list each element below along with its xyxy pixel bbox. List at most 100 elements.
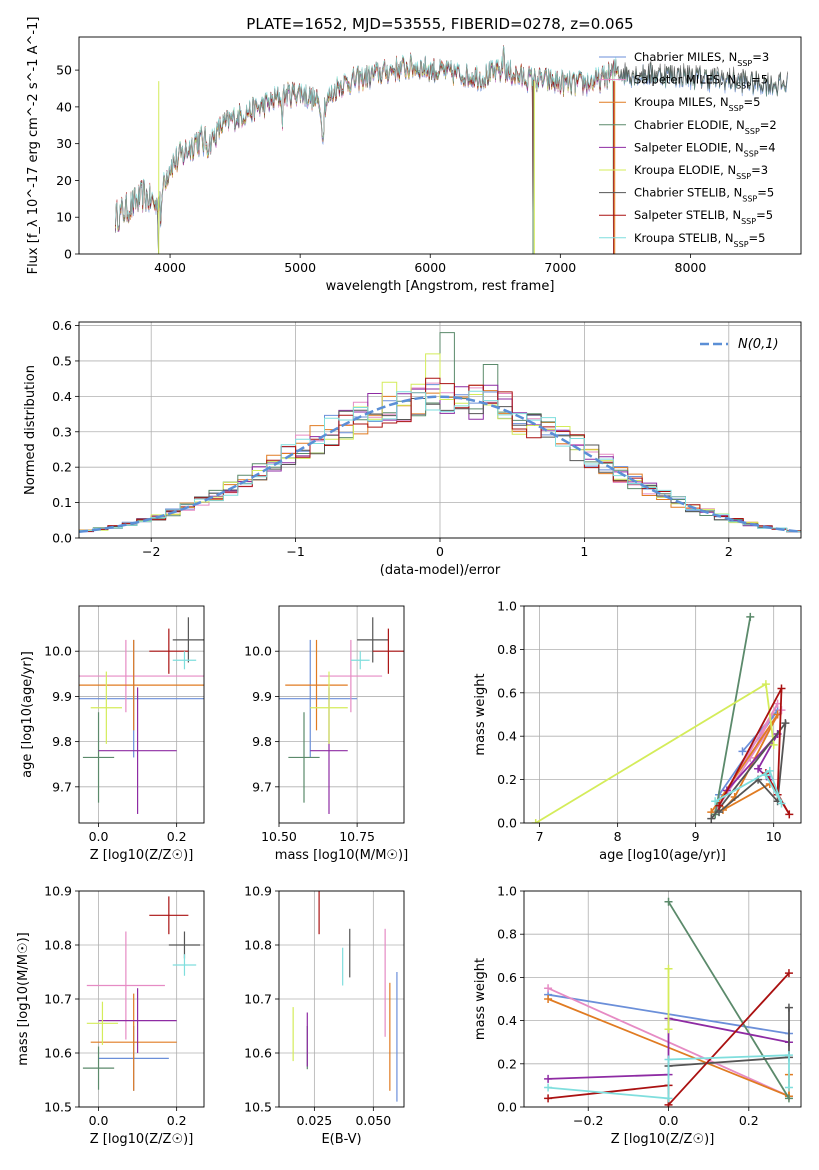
- x-tick-label: −2: [142, 544, 160, 559]
- y-tick-label: 0: [64, 247, 72, 262]
- y-tick-label: 0.0: [52, 531, 72, 546]
- y-tick-label: 0.6: [497, 970, 517, 985]
- y-tick-label: 10.9: [244, 884, 272, 899]
- errorbar-chabrier-elodie: [288, 712, 320, 803]
- x-tick-label: 1: [580, 544, 588, 559]
- y-tick-label: 0.5: [52, 353, 72, 368]
- y-tick-label: 0.0: [497, 816, 517, 831]
- panel-mass_vs_Z: 0.0 0.2 10.5 10.6 10.7 10.8 10.9 Z [log10(Z/Z☉)…: [16, 884, 205, 1147]
- x-tick-label: 0.0: [659, 1113, 679, 1128]
- y-tick-label: 10.7: [44, 992, 72, 1007]
- x-tick-label: −1: [286, 544, 304, 559]
- errorbar-kroupa-elodie: [86, 1001, 119, 1045]
- x-axis-label: wavelength [Angstrom, rest frame]: [326, 279, 555, 294]
- weight-line-chabrier-elodie: [667, 901, 790, 1099]
- axes-frame: [78, 890, 205, 1108]
- x-tick-label: 6000: [414, 260, 446, 275]
- legend-entry: Chabrier MILES, NSSP=3: [634, 50, 769, 68]
- x-tick-label: 10: [766, 829, 782, 844]
- axes-frame: [523, 605, 802, 824]
- panel-age_vs_mass: 10.50 10.75 9.7 9.8 9.9 10.0 mass [log10(M/M☉)…: [244, 605, 408, 863]
- y-tick-label: 10: [56, 210, 72, 225]
- x-axis-label: (data-model)/error: [380, 563, 501, 578]
- legend-entry: Kroupa ELODIE, NSSP=3: [634, 163, 768, 181]
- weight-marker: [784, 1083, 793, 1092]
- errorbar-kroupa-elodie: [90, 671, 122, 744]
- panel-age_vs_Z: 0.0 0.2 9.7 9.8 9.9 10.0 Z [log10(Z/Z☉)] age [l…: [20, 605, 205, 863]
- y-tick-label: 9.8: [52, 734, 72, 749]
- y-tick-label: 50: [56, 63, 72, 78]
- y-tick-label: 10.8: [44, 938, 72, 953]
- errorbar-kroupa-stelib: [172, 651, 197, 670]
- weight-marker: [785, 810, 794, 819]
- y-tick-label: 9.9: [252, 689, 272, 704]
- errorbar-salpeter-miles: [86, 931, 165, 1040]
- y-axis-label: Flux [f_λ 10^-17 erg cm^-2 s^-1 A^-1]: [26, 17, 41, 275]
- y-tick-label: 9.9: [52, 689, 72, 704]
- weight-marker: [777, 684, 786, 693]
- y-tick-label: 10.5: [244, 1100, 272, 1115]
- weight-marker: [544, 1074, 553, 1083]
- weight-line-kroupa-stelib: [714, 769, 783, 804]
- y-tick-label: 0.0: [497, 1100, 517, 1115]
- y-tick-label: 40: [56, 99, 72, 114]
- weight-line-salpeter-elodie: [548, 1017, 790, 1080]
- legend-entry: Salpeter ELODIE, NSSP=4: [634, 140, 776, 158]
- errorbar-chabrier-elodie: [82, 712, 115, 803]
- errorbar-chabrier-elodie: [82, 1046, 115, 1090]
- y-tick-label: 10.8: [244, 938, 272, 953]
- weight-marker: [531, 819, 540, 823]
- x-tick-label: 0.2: [167, 1113, 187, 1128]
- x-tick-label: 8: [614, 829, 622, 844]
- plot-area: [531, 612, 794, 823]
- y-tick-label: 9.8: [252, 734, 272, 749]
- errorbar-salpeter-miles: [79, 639, 204, 713]
- weight-marker: [664, 964, 673, 973]
- x-axis-label: Z [log10(Z/Z☉)]: [90, 1132, 194, 1147]
- weight-marker: [711, 797, 720, 806]
- y-tick-label: 1.0: [497, 884, 517, 899]
- errorbar-chabrier-miles: [279, 639, 358, 758]
- axes-frame: [278, 890, 405, 1108]
- weight-marker: [781, 719, 790, 728]
- weight-marker: [746, 612, 755, 621]
- axes-frame: [78, 321, 802, 539]
- x-axis-label: Z [log10(Z/Z☉)]: [90, 848, 194, 863]
- weight-marker: [738, 747, 747, 756]
- errorbar-kroupa-stelib: [350, 651, 370, 670]
- y-tick-label: 0.2: [497, 1056, 517, 1071]
- y-axis-label: mass weight: [473, 673, 488, 755]
- y-tick-label: 0.8: [497, 927, 517, 942]
- errorbar-salpeter-miles: [319, 639, 383, 713]
- y-tick-label: 0.1: [52, 495, 72, 510]
- y-axis-label: mass [log10(M/M☉)]: [16, 932, 31, 1065]
- errorbar-chabrier-stelib: [172, 617, 204, 663]
- y-tick-label: 10.9: [44, 884, 72, 899]
- errorbar-salpeter-stelib: [372, 628, 404, 674]
- x-tick-label: 2: [725, 544, 733, 559]
- errorbar-chabrier-stelib: [168, 931, 201, 959]
- x-axis-label: age [log10(age/yr)]: [599, 848, 726, 863]
- weight-marker: [777, 799, 786, 808]
- errorbar-salpeter-stelib: [149, 628, 189, 674]
- x-tick-label: −0.2: [573, 1113, 603, 1128]
- x-tick-label: 0.0: [89, 1113, 109, 1128]
- panel-spectrum: 4000 5000 6000 7000 8000 0 10 20 30 40 50 wavelengt…: [26, 17, 802, 294]
- x-tick-label: 0.2: [739, 1113, 759, 1128]
- panel-weight_vs_age: 7 8 9 10 0.0 0.2 0.4 0.6 0.8 1.0 age [log10(age/yr…: [473, 599, 802, 863]
- y-axis-label: age [log10(age/yr)]: [20, 651, 35, 778]
- x-tick-label: 7000: [544, 260, 576, 275]
- weight-marker: [761, 771, 770, 780]
- x-tick-label: 8000: [675, 260, 707, 275]
- y-tick-label: 10.0: [244, 644, 272, 659]
- x-axis-label: mass [log10(M/M☉)]: [275, 848, 408, 863]
- weight-marker: [544, 995, 553, 1003]
- weight-marker: [664, 1025, 673, 1034]
- errorbar-kroupa-miles: [79, 639, 204, 731]
- x-tick-label: 0: [436, 544, 444, 559]
- weight-marker: [715, 801, 724, 810]
- axes-frame: [278, 605, 405, 824]
- errorbar-salpeter-elodie: [98, 687, 177, 814]
- errorbar-salpeter-stelib: [149, 896, 189, 935]
- y-tick-label: 0.6: [52, 318, 72, 333]
